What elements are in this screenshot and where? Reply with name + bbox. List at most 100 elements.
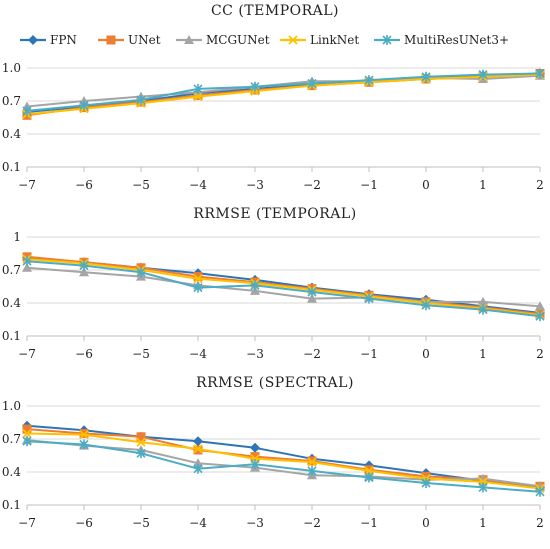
y-tick-label: 0.1 bbox=[2, 498, 21, 512]
series-multiresunet3- bbox=[22, 68, 545, 116]
x-tick-label: −4 bbox=[189, 516, 207, 530]
y-tick-label: 1.0 bbox=[2, 399, 21, 413]
data-point bbox=[79, 100, 89, 111]
x-tick-label: −5 bbox=[132, 347, 150, 361]
x-tick-label: −2 bbox=[303, 516, 321, 530]
x-tick-label: −6 bbox=[75, 178, 93, 192]
data-point bbox=[364, 293, 374, 304]
data-point bbox=[193, 458, 203, 468]
y-tick-label: 0.4 bbox=[2, 127, 21, 141]
legend-marker-x bbox=[288, 35, 298, 45]
series-line bbox=[26, 73, 541, 116]
x-tick-label: −3 bbox=[246, 516, 264, 530]
data-point bbox=[22, 105, 32, 116]
data-point bbox=[364, 75, 374, 86]
series-line bbox=[26, 72, 541, 113]
data-point bbox=[22, 428, 32, 439]
legend-marker-triangle bbox=[184, 35, 194, 44]
y-tick-label: 1.0 bbox=[2, 61, 21, 75]
data-point bbox=[250, 280, 260, 291]
data-point bbox=[22, 262, 32, 272]
data-point bbox=[193, 274, 203, 284]
data-point bbox=[364, 472, 374, 483]
legend-label: FPN bbox=[50, 33, 77, 47]
x-tick-label: −7 bbox=[18, 516, 36, 530]
chart-title: RRMSE (TEMPORAL) bbox=[193, 206, 356, 222]
legend-marker-diamond bbox=[28, 35, 38, 45]
x-tick-label: 1 bbox=[479, 347, 487, 361]
data-point bbox=[79, 439, 89, 450]
data-point bbox=[478, 304, 488, 315]
x-tick-label: −5 bbox=[132, 178, 150, 192]
data-point bbox=[22, 424, 32, 434]
chart-title: CC (TEMPORAL) bbox=[211, 3, 339, 19]
legend-label: MCGUNet bbox=[206, 33, 270, 47]
chart-title: RRMSE (SPECTRAL) bbox=[196, 375, 354, 391]
series-line bbox=[26, 424, 541, 489]
series-multiresunet3- bbox=[22, 436, 545, 497]
legend-item: MultiResUNet3+ bbox=[374, 33, 509, 47]
x-tick-label: 2 bbox=[536, 347, 544, 361]
data-point bbox=[193, 83, 203, 94]
data-point bbox=[478, 296, 488, 306]
legend-item: LinkNet bbox=[280, 33, 359, 47]
x-tick-label: −1 bbox=[360, 516, 378, 530]
data-point bbox=[364, 466, 374, 476]
data-point bbox=[136, 437, 146, 447]
chart-panel: RRMSE (TEMPORAL) 1 0.7 0.4 0.1 −7 −6 −5 −4 −3 −2 −1… bbox=[2, 206, 545, 361]
data-point bbox=[307, 457, 317, 467]
data-point bbox=[193, 444, 203, 454]
data-point bbox=[535, 68, 545, 79]
series-linknet bbox=[22, 69, 545, 119]
y-tick-label: 0.4 bbox=[2, 296, 21, 310]
series-line bbox=[26, 432, 541, 490]
chart-panel: RRMSE (SPECTRAL) 1.0 0.7 0.4 0.1 −7 −6 −5 −4 −3 −2… bbox=[2, 375, 545, 530]
data-point bbox=[250, 459, 260, 470]
series-line bbox=[26, 440, 541, 493]
data-point bbox=[193, 282, 203, 293]
y-tick-label: 1 bbox=[13, 230, 21, 244]
x-tick-label: 0 bbox=[422, 347, 430, 361]
data-point bbox=[307, 78, 317, 89]
y-tick-label: 0.7 bbox=[2, 432, 21, 446]
data-point bbox=[478, 482, 488, 493]
x-tick-label: −4 bbox=[189, 347, 207, 361]
data-point bbox=[535, 486, 545, 497]
legend-label: LinkNet bbox=[310, 33, 359, 47]
data-point bbox=[193, 91, 203, 102]
x-tick-label: −2 bbox=[303, 347, 321, 361]
data-point bbox=[136, 448, 146, 459]
x-tick-label: −6 bbox=[75, 516, 93, 530]
legend: FPN UNet MCGUNet LinkNet MultiResUNet3+ bbox=[20, 33, 509, 47]
legend-item: FPN bbox=[20, 33, 77, 47]
series-line bbox=[26, 258, 541, 317]
x-tick-label: 0 bbox=[422, 178, 430, 192]
series-line bbox=[26, 72, 541, 117]
data-point bbox=[535, 301, 545, 311]
x-tick-label: −1 bbox=[360, 347, 378, 361]
series-line bbox=[26, 439, 541, 488]
x-tick-label: −4 bbox=[189, 178, 207, 192]
legend-label: UNet bbox=[128, 33, 161, 47]
chart-panel: CC (TEMPORAL) 1.0 0.7 0.4 0.1 −7 −6 −5 −4 −3 −2 −1 0… bbox=[2, 3, 545, 192]
y-tick-label: 0.4 bbox=[2, 465, 21, 479]
data-point bbox=[250, 452, 260, 462]
data-point bbox=[421, 71, 431, 82]
data-point bbox=[193, 436, 203, 447]
x-tick-label: 0 bbox=[422, 516, 430, 530]
y-tick-label: 0.1 bbox=[2, 329, 21, 343]
x-tick-label: 2 bbox=[536, 178, 544, 192]
charts: CC (TEMPORAL) 1.0 0.7 0.4 0.1 −7 −6 −5 −4 −3 −2 −1 0… bbox=[2, 3, 545, 530]
data-point bbox=[136, 432, 146, 442]
x-tick-label: −3 bbox=[246, 347, 264, 361]
data-point bbox=[136, 267, 146, 278]
y-tick-label: 0.7 bbox=[2, 263, 21, 277]
x-tick-label: −1 bbox=[360, 178, 378, 192]
x-tick-label: −3 bbox=[246, 178, 264, 192]
data-point bbox=[79, 267, 89, 277]
data-point bbox=[193, 272, 203, 282]
y-tick-label: 0.7 bbox=[2, 94, 21, 108]
data-point bbox=[250, 442, 260, 453]
data-point bbox=[22, 436, 32, 447]
